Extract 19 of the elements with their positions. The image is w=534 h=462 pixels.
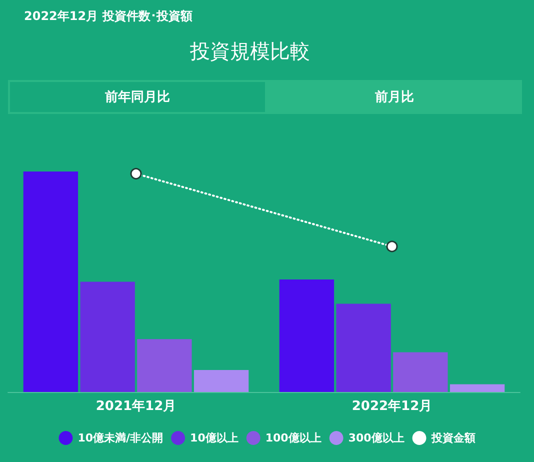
bar (393, 352, 448, 392)
bar (80, 282, 135, 392)
bar (137, 339, 192, 392)
text: 前年同月比 (8, 80, 267, 114)
legend-label: 100億以上 (265, 432, 322, 444)
bar (23, 171, 78, 392)
x-tick-label: 2022年12月 (352, 399, 432, 414)
chart-title: 投資規模比較 (189, 38, 311, 65)
legend-label: 投資金額 (430, 432, 476, 444)
chart-subtitle: 2022年12月 投資件数･投資額 (24, 8, 192, 25)
bar (279, 280, 334, 392)
bar (336, 304, 391, 392)
bar (194, 370, 249, 392)
legend-label: 300億以上 (348, 432, 404, 444)
x-tick-label: 2021年12月 (96, 399, 176, 414)
legend-label: 10億未満/非公開 (78, 432, 164, 444)
bar (450, 384, 505, 392)
legend-label: 10億以上 (190, 432, 238, 444)
text: 前月比 (374, 89, 415, 107)
